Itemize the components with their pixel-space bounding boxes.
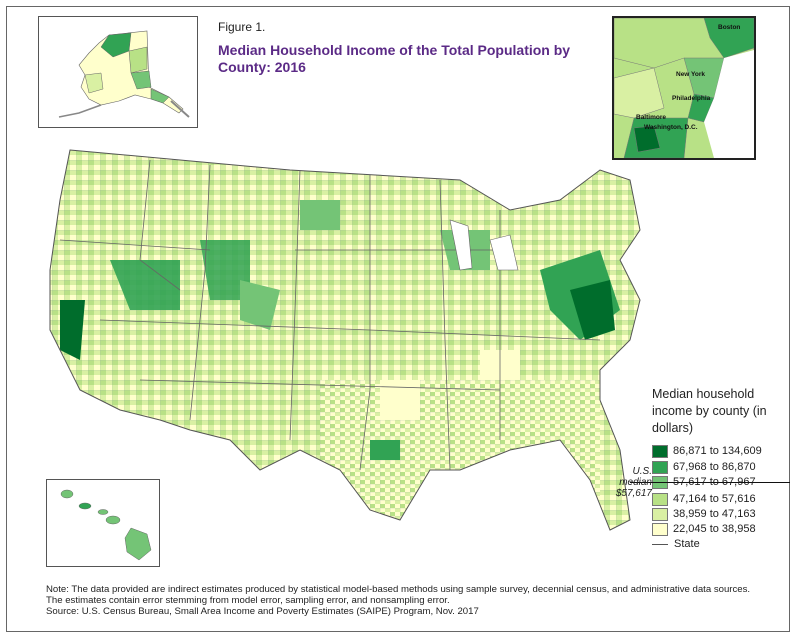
- northeast-inset: Boston New York Philadelphia Baltimore W…: [612, 16, 756, 160]
- us-median-label: U.S. median $57,617: [615, 466, 652, 499]
- hawaii-map: [60, 489, 152, 561]
- legend-swatch: [652, 444, 668, 458]
- legend-label: 67,968 to 86,870: [673, 461, 756, 473]
- note-text: Note: The data provided are indirect est…: [46, 584, 751, 606]
- hawaii-inset: [46, 479, 160, 567]
- legend-swatch: [652, 522, 668, 536]
- legend-item: 22,045 to 38,958: [652, 522, 756, 536]
- legend-state-key: State: [652, 538, 700, 550]
- alaska-inset: [38, 16, 198, 128]
- figure-title: Median Household Income of the Total Pop…: [218, 42, 571, 75]
- city-new-york: New York: [676, 71, 705, 78]
- source-text: Source: U.S. Census Bureau, Small Area I…: [46, 606, 479, 617]
- figure-label: Figure 1.: [218, 20, 266, 34]
- notes: Note: The data provided are indirect est…: [46, 584, 766, 617]
- legend-label: 47,164 to 57,616: [673, 493, 756, 505]
- legend-item: 86,871 to 134,609: [652, 444, 762, 458]
- legend-swatch: [652, 460, 668, 474]
- alaska-map: [58, 30, 190, 118]
- legend-label: 38,959 to 47,163: [673, 508, 756, 520]
- city-boston: Boston: [718, 24, 740, 31]
- legend-label: 86,871 to 134,609: [673, 445, 762, 457]
- legend-title: Median household income by county (in do…: [652, 387, 767, 435]
- state-key-label: State: [674, 538, 700, 550]
- northeast-map: Boston New York Philadelphia Baltimore W…: [614, 18, 754, 158]
- legend-item: 67,968 to 86,870: [652, 460, 756, 474]
- legend-item: 47,164 to 57,616: [652, 492, 756, 506]
- city-washington-dc: Washington, D.C.: [644, 124, 698, 131]
- state-line-icon: [652, 543, 668, 545]
- legend-swatch: [652, 507, 668, 521]
- legend-item: 38,959 to 47,163: [652, 507, 756, 521]
- city-baltimore: Baltimore: [636, 114, 666, 121]
- legend-swatch: [652, 492, 668, 506]
- median-divider: [630, 482, 790, 483]
- city-philadelphia: Philadelphia: [672, 95, 711, 102]
- legend-label: 22,045 to 38,958: [673, 523, 756, 535]
- us-county-map: [49, 149, 641, 531]
